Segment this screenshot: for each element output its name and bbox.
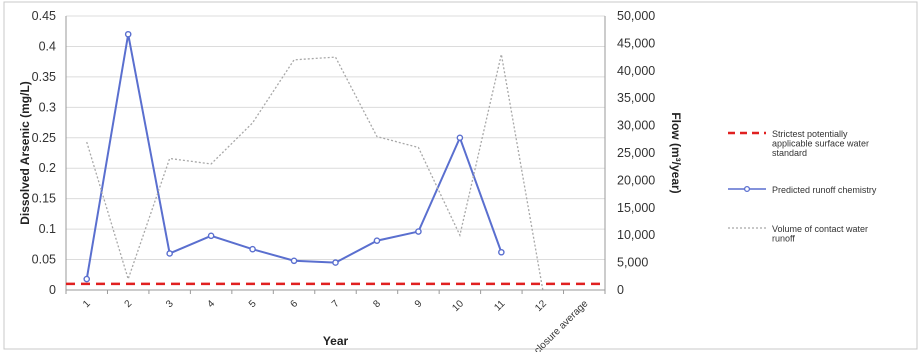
series-runoff-point [124, 30, 132, 38]
y-tick-label: 0.45 [32, 9, 56, 23]
x-tick-label: 5 [247, 298, 259, 310]
series-runoff-point [498, 248, 505, 256]
y2-tick-label: 0 [617, 283, 624, 297]
x-tick-label: 2 [123, 298, 135, 310]
y-tick-label: 0 [49, 283, 56, 297]
x-tick-label: 11 [492, 298, 507, 313]
y2-tick-label: 30,000 [617, 119, 655, 133]
series-runoff-point [83, 275, 91, 283]
legend-label: runoff [772, 234, 795, 244]
y2-tick-label: 10,000 [617, 228, 655, 242]
y-tick-label: 0.25 [32, 131, 56, 145]
y2-tick-label: 40,000 [617, 64, 655, 78]
series-runoff-point [207, 232, 215, 240]
y2-tick-label: 20,000 [617, 173, 655, 187]
legend-label: Strictest potentially [772, 129, 848, 139]
series-runoff-point [290, 257, 298, 265]
x-tick-label: 12 [533, 298, 549, 314]
y2-tick-label: 50,000 [617, 9, 655, 23]
y-tick-label: 0.3 [39, 100, 56, 114]
x-axis-title: Year [323, 334, 349, 348]
series-runoff-line [85, 34, 503, 280]
series-volume-line [86, 54, 544, 291]
series-runoff-point [249, 245, 256, 253]
y2-axis-title: Flow (m³/year) [669, 112, 683, 193]
y-tick-label: 0.2 [39, 161, 56, 175]
plot-area [66, 30, 605, 291]
x-tick-label: 7 [330, 298, 342, 310]
legend-label: Predicted runoff chemistry [772, 185, 877, 195]
series-runoff-point [332, 259, 339, 266]
series-runoff-point [456, 134, 464, 142]
x-tick-label: 6 [288, 298, 300, 310]
y2-tick-label: 25,000 [617, 146, 655, 160]
y-tick-label: 0.15 [32, 192, 56, 206]
y-tick-label: 0.4 [39, 39, 56, 53]
y-axis-title: Dissolved Arsenic (mg/L) [18, 81, 32, 225]
axes: 0 0.05 0.1 0.15 0.2 0.25 0.3 0.35 0.4 0.45 0 5,000 1… [18, 9, 683, 357]
legend-label: Volume of contact water [772, 224, 868, 234]
series-runoff-point [166, 250, 173, 257]
x-tick-label: Post-closure average [516, 298, 591, 352]
chart-border [3, 1, 918, 350]
x-tick-label: 10 [450, 298, 466, 314]
y2-tick-label: 35,000 [617, 91, 655, 105]
legend-label: standard [772, 148, 807, 158]
x-tick-label: 4 [206, 298, 218, 310]
x-tick-label: 9 [413, 298, 425, 310]
y-tick-label: 0.35 [32, 70, 56, 84]
y-tick-label: 0.05 [32, 253, 56, 267]
legend-label: applicable surface water [772, 139, 869, 149]
y2-tick-label: 15,000 [617, 201, 655, 215]
y2-tick-label: 45,000 [617, 36, 655, 50]
y-tick-label: 0.1 [39, 222, 56, 236]
legend-swatch-marker [743, 185, 751, 193]
series-runoff-point [373, 237, 381, 244]
x-tick-label: 1 [81, 298, 93, 310]
x-tick-label: 3 [164, 298, 176, 310]
x-tick-label: 8 [371, 298, 383, 310]
y2-tick-label: 5,000 [617, 256, 648, 270]
series-runoff-point [415, 228, 422, 235]
